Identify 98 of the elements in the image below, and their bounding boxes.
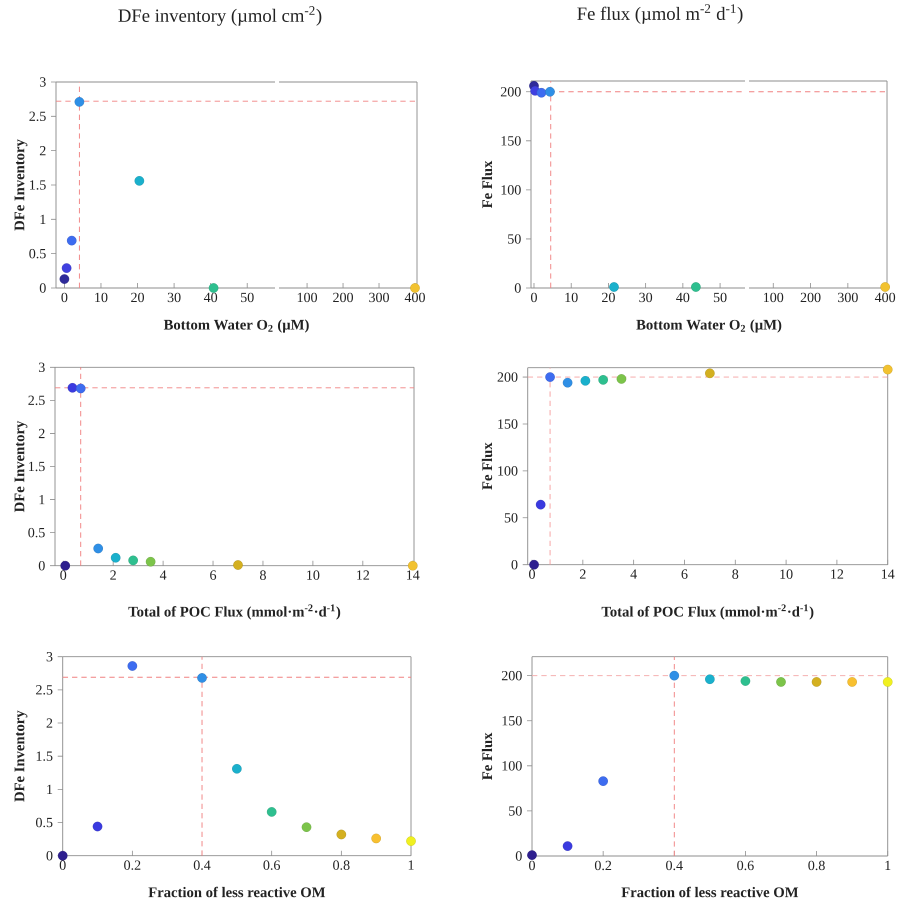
y-tick-label: 2 xyxy=(46,718,52,728)
x-tick-label: 6 xyxy=(210,570,216,580)
x-tick-label: 100 xyxy=(764,292,784,302)
x-tick-label: 200 xyxy=(800,292,821,302)
x-tick-label: 1 xyxy=(885,860,890,870)
y-tick-label: 1 xyxy=(47,784,52,794)
y-axis-title: DFe Inventory xyxy=(14,710,28,802)
y-tick-label: 0.5 xyxy=(36,818,52,828)
x-tick-label: 8 xyxy=(732,569,738,579)
y-tick-label: 0.5 xyxy=(28,528,45,538)
x-tick-label: 300 xyxy=(369,292,389,302)
y-axis-title: DFe Inventory xyxy=(14,420,28,512)
y-axis-title: Fe Flux xyxy=(482,442,492,490)
x-tick-label: 20 xyxy=(602,292,615,302)
x-tick-label: 0.6 xyxy=(263,860,280,870)
x-tick-label: 300 xyxy=(838,292,858,302)
x-tick-label: 30 xyxy=(168,292,181,302)
y-tick-label: 150 xyxy=(498,419,518,429)
y-tick-label: 1 xyxy=(40,494,44,504)
y-axis-title: DFe Inventory xyxy=(14,139,28,231)
x-axis-title: Total of POC Flux (mmol·m$^{-2}$·d$^{-1}$) xyxy=(602,604,814,620)
x-tick-label: 50 xyxy=(714,292,727,302)
x-tick-label: 0.2 xyxy=(124,860,140,870)
x-tick-label: 0 xyxy=(61,292,68,302)
y-tick-label: 0 xyxy=(40,283,46,293)
x-tick-label: 0.6 xyxy=(737,860,754,870)
x-tick-label: 10 xyxy=(565,292,578,302)
x-tick-label: 2 xyxy=(580,569,586,579)
x-tick-label: 12 xyxy=(357,570,370,580)
x-tick-label: 4 xyxy=(160,570,166,580)
y-tick-label: 2 xyxy=(38,428,45,438)
x-tick-label: 4 xyxy=(630,569,637,579)
y-tick-label: 200 xyxy=(498,372,518,382)
y-tick-label: 3 xyxy=(40,77,46,87)
x-tick-label: 0 xyxy=(531,292,537,302)
x-tick-label: 100 xyxy=(298,292,318,302)
y-tick-label: 150 xyxy=(502,136,521,146)
y-tick-label: 2 xyxy=(40,146,46,156)
x-axis-title: Bottom Water O$_{2}$ (µM) xyxy=(636,319,782,333)
y-tick-label: 100 xyxy=(502,761,522,771)
y-tick-label: 50 xyxy=(504,513,518,523)
chart-title: DFe inventory (µmol cm$^{-2}$) xyxy=(118,6,322,26)
x-tick-label: 10 xyxy=(307,570,320,580)
x-tick-label: 12 xyxy=(831,569,844,579)
x-tick-label: 50 xyxy=(241,292,254,302)
x-tick-label: 0.8 xyxy=(808,860,825,870)
x-tick-label: 30 xyxy=(639,292,652,302)
y-tick-label: 0 xyxy=(46,850,52,860)
x-tick-label: 2 xyxy=(110,570,116,580)
x-tick-label: 0.8 xyxy=(333,860,350,870)
x-tick-label: 14 xyxy=(406,570,420,580)
y-tick-label: 0 xyxy=(38,560,45,570)
y-tick-label: 200 xyxy=(500,87,521,97)
x-axis-title: Fraction of less reactive OM xyxy=(622,886,798,898)
x-tick-label: 0.2 xyxy=(594,860,612,870)
x-tick-label: 400 xyxy=(874,292,896,302)
y-tick-label: 1.5 xyxy=(29,462,45,472)
x-tick-label: 40 xyxy=(204,292,218,302)
y-tick-label: 0 xyxy=(514,283,521,293)
x-axis-title: Bottom Water O$_{2}$ (µM) xyxy=(164,319,309,333)
x-axis-title: Total of POC Flux (mmol·m$^{-2}$·d$^{-1}$) xyxy=(128,604,340,620)
x-tick-label: 400 xyxy=(404,292,425,302)
x-tick-label: 0 xyxy=(60,570,66,580)
y-tick-label: 2.5 xyxy=(28,396,45,406)
x-tick-label: 10 xyxy=(780,569,793,579)
y-tick-label: 50 xyxy=(509,806,522,816)
chart-title: Fe flux (µmol m$^{-2}$ d$^{-1}$) xyxy=(577,4,742,24)
x-tick-label: 20 xyxy=(131,292,144,302)
x-tick-label: 8 xyxy=(260,570,266,580)
y-tick-label: 0 xyxy=(516,851,522,861)
x-tick-label: 40 xyxy=(676,292,690,302)
x-tick-label: 0 xyxy=(529,860,535,870)
y-tick-label: 0.5 xyxy=(29,248,46,258)
y-tick-label: 2.5 xyxy=(29,112,46,122)
x-tick-label: 6 xyxy=(682,569,688,579)
y-tick-label: 3 xyxy=(46,652,52,662)
y-axis-title: Fe Flux xyxy=(482,732,492,780)
y-tick-label: 200 xyxy=(502,670,522,680)
x-tick-label: 1 xyxy=(408,860,414,870)
x-tick-label: 14 xyxy=(882,569,894,579)
y-tick-label: 2.5 xyxy=(36,685,52,695)
y-tick-label: 100 xyxy=(502,185,521,195)
y-tick-label: 50 xyxy=(508,234,521,244)
x-tick-label: 0 xyxy=(529,569,535,579)
x-tick-label: 0.4 xyxy=(194,860,211,870)
y-tick-label: 3 xyxy=(38,362,45,372)
y-tick-label: 1.5 xyxy=(30,180,46,190)
y-tick-label: 0 xyxy=(512,560,518,570)
x-tick-label: 0.4 xyxy=(666,860,683,870)
y-axis-title: Fe Flux xyxy=(482,160,492,208)
x-tick-label: 0 xyxy=(60,860,66,870)
x-tick-label: 200 xyxy=(333,292,353,302)
y-tick-label: 1 xyxy=(40,214,46,224)
x-axis-title: Fraction of less reactive OM xyxy=(148,886,326,898)
y-tick-label: 150 xyxy=(502,716,522,726)
x-tick-label: 10 xyxy=(95,292,108,302)
y-tick-label: 100 xyxy=(498,466,518,476)
y-tick-label: 1.5 xyxy=(36,751,52,761)
